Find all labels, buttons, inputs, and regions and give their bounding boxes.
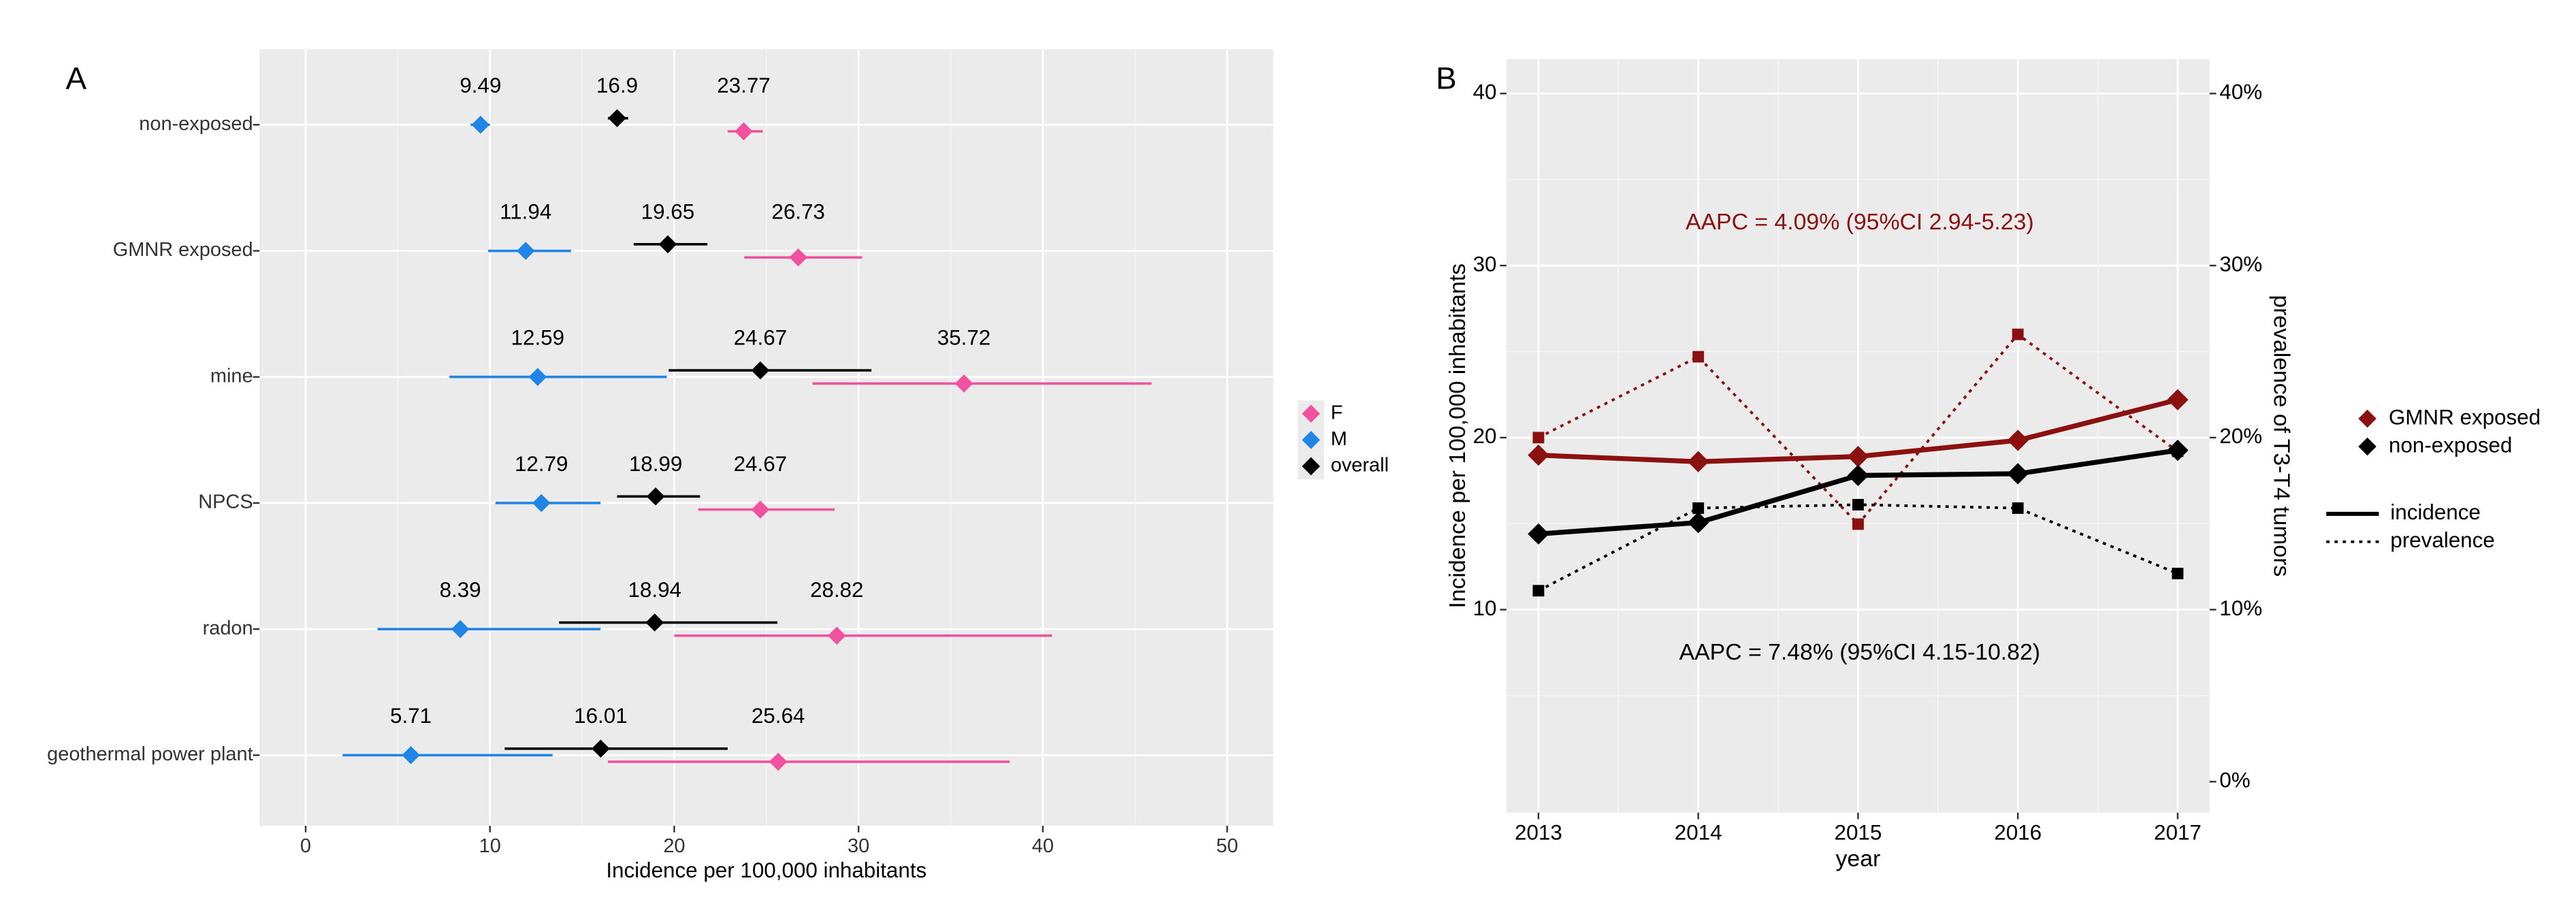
y-tick-label: 20 xyxy=(1473,424,1497,448)
value-label: 16.01 xyxy=(574,704,628,728)
value-label: 24.67 xyxy=(734,452,788,476)
legend-label: non-exposed xyxy=(2389,433,2512,457)
x-tick-label: 0 xyxy=(300,835,311,857)
x-tick-label: 2014 xyxy=(1675,820,1722,844)
category-label: NPCS xyxy=(198,491,253,513)
category-label: GMNR exposed xyxy=(113,239,253,261)
value-label: 18.94 xyxy=(628,578,681,602)
value-label: 12.59 xyxy=(511,326,565,350)
incidence-point xyxy=(1528,444,1549,466)
legend-label: overall xyxy=(1331,455,1389,476)
prevalence-point xyxy=(1532,432,1545,444)
value-label: 9.49 xyxy=(460,74,501,97)
prevalence-point xyxy=(1852,518,1864,530)
value-label: 28.82 xyxy=(810,578,864,602)
y2-axis-title: prevalence of T3-T4 tumors xyxy=(2269,295,2295,577)
prevalence-point xyxy=(1692,502,1705,514)
prevalence-point xyxy=(1532,585,1545,597)
y2-tick-label: 10% xyxy=(2219,596,2262,620)
point xyxy=(528,368,547,387)
prevalence-point xyxy=(2012,328,2024,340)
point xyxy=(735,122,753,141)
legend-marker xyxy=(2358,437,2377,456)
point xyxy=(592,739,610,758)
point xyxy=(402,746,420,764)
legend-label: incidence xyxy=(2390,500,2481,524)
y-tick-label: 40 xyxy=(1473,80,1497,104)
x-tick-label: 30 xyxy=(848,835,869,857)
y-axis-title: Incidence per 100,000 inhabitants xyxy=(1445,263,1470,609)
point xyxy=(532,494,551,513)
prevalence-point xyxy=(1692,351,1705,363)
x-tick-label: 2013 xyxy=(1515,820,1562,844)
point xyxy=(608,109,626,127)
value-label: 19.65 xyxy=(641,199,695,223)
value-label: 16.9 xyxy=(596,74,638,97)
x-axis-title: year xyxy=(1836,846,1881,872)
value-label: 35.72 xyxy=(937,326,991,350)
value-label: 18.99 xyxy=(629,452,683,476)
x-tick-label: 2016 xyxy=(1994,820,2042,844)
legend-label: GMNR exposed xyxy=(2389,405,2541,429)
x-tick-label: 2017 xyxy=(2154,820,2202,844)
y2-tick-label: 40% xyxy=(2219,80,2262,104)
incidence-point xyxy=(1847,464,1869,487)
point xyxy=(471,116,490,134)
value-label: 24.67 xyxy=(734,326,788,350)
x-tick-label: 2015 xyxy=(1835,820,1882,844)
point xyxy=(789,248,807,267)
category-label: non-exposed xyxy=(139,113,253,135)
legend-label: M xyxy=(1331,428,1347,450)
y-tick-label: 10 xyxy=(1473,596,1497,620)
x-tick-label: 50 xyxy=(1217,835,1238,857)
value-label: 25.64 xyxy=(752,704,805,728)
x-tick-label: 20 xyxy=(663,835,685,857)
y2-tick-label: 30% xyxy=(2219,252,2262,276)
legend-label: F xyxy=(1331,402,1343,423)
annotation: AAPC = 7.48% (95%CI 4.15-10.82) xyxy=(1679,639,2040,665)
incidence-point xyxy=(1528,523,1549,545)
legend-label: prevalence xyxy=(2390,528,2494,552)
legend-marker xyxy=(2358,409,2377,428)
point xyxy=(646,487,665,506)
value-label: 12.79 xyxy=(515,452,568,476)
panel-letter: B xyxy=(1436,61,1457,95)
y2-tick-label: 0% xyxy=(2219,769,2250,792)
value-label: 11.94 xyxy=(500,199,551,223)
incidence-point xyxy=(2167,389,2189,410)
value-label: 26.73 xyxy=(771,199,825,223)
point xyxy=(658,235,677,254)
value-label: 8.39 xyxy=(440,578,481,602)
incidence-point xyxy=(1847,445,1869,468)
x-tick-label: 10 xyxy=(479,835,501,857)
point xyxy=(451,619,470,639)
value-label: 5.71 xyxy=(390,704,432,728)
prevalence-line xyxy=(1538,332,2179,526)
value-label: 23.77 xyxy=(717,74,771,97)
point xyxy=(516,242,535,260)
panel-letter: A xyxy=(66,61,87,95)
category-label: radon xyxy=(203,617,253,639)
prevalence-point xyxy=(1852,498,1864,511)
y2-tick-label: 20% xyxy=(2219,424,2262,448)
x-tick-label: 40 xyxy=(1032,835,1054,857)
prevalence-point xyxy=(2172,568,2184,579)
point xyxy=(751,361,770,380)
category-label: mine xyxy=(210,365,253,387)
point xyxy=(769,752,788,771)
x-axis-title: Incidence per 100,000 inhabitants xyxy=(606,858,927,882)
annotation: AAPC = 4.09% (95%CI 2.94-5.23) xyxy=(1686,209,2034,235)
category-label: geothermal power plant xyxy=(47,743,253,765)
y-tick-label: 30 xyxy=(1473,252,1497,276)
incidence-point xyxy=(2167,439,2189,462)
legend-marker xyxy=(1302,457,1321,476)
prevalence-point xyxy=(2012,502,2024,514)
